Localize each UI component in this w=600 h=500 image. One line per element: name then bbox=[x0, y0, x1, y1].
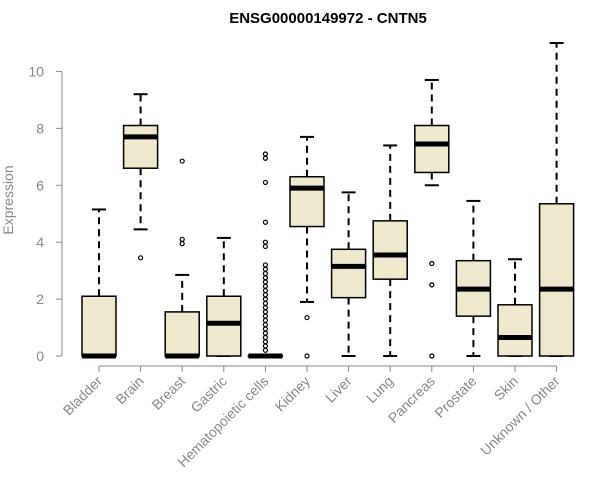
x-tick-label: Brain bbox=[112, 373, 146, 407]
outlier-point bbox=[262, 330, 268, 336]
outlier-point bbox=[262, 339, 268, 345]
box-group bbox=[372, 144, 408, 357]
box-series bbox=[81, 42, 575, 359]
x-tick-label: Kidney bbox=[272, 373, 314, 415]
outlier-point bbox=[262, 270, 268, 277]
y-tick-label: 0 bbox=[36, 348, 44, 364]
outlier-point bbox=[262, 219, 268, 225]
iqr-box bbox=[497, 304, 533, 357]
y-tick-label: 8 bbox=[36, 120, 44, 136]
box-group bbox=[330, 191, 367, 357]
outlier-point bbox=[138, 255, 144, 261]
outlier-point bbox=[304, 314, 310, 321]
iqr-box bbox=[414, 124, 450, 174]
outlier-point bbox=[262, 300, 268, 306]
outlier-point bbox=[262, 243, 268, 250]
outlier-point bbox=[262, 155, 268, 161]
box-group bbox=[455, 199, 492, 357]
outlier-point bbox=[262, 313, 268, 319]
box-group bbox=[289, 135, 325, 359]
iqr-box bbox=[81, 295, 117, 357]
iqr-box bbox=[289, 175, 325, 228]
outlier-point bbox=[179, 236, 185, 242]
box-group bbox=[538, 42, 575, 357]
outlier-point bbox=[262, 292, 268, 298]
iqr-box bbox=[330, 248, 367, 299]
outlier-point bbox=[262, 317, 268, 324]
box-group bbox=[414, 78, 450, 359]
y-tick-label: 4 bbox=[36, 234, 44, 250]
box-group bbox=[122, 93, 159, 261]
y-tick-label: 6 bbox=[36, 177, 44, 193]
x-tick-label: Liver bbox=[322, 373, 355, 406]
outlier-point bbox=[262, 309, 268, 315]
outlier-point bbox=[262, 296, 268, 302]
box-group bbox=[497, 258, 533, 357]
outlier-point bbox=[304, 353, 310, 359]
x-tick-label: Lung bbox=[363, 373, 396, 406]
y-tick-label: 2 bbox=[36, 291, 44, 307]
outlier-point bbox=[262, 262, 268, 268]
outlier-point bbox=[179, 158, 185, 164]
outlier-point bbox=[262, 283, 268, 289]
outlier-point bbox=[429, 353, 435, 359]
outlier-point bbox=[179, 241, 185, 247]
iqr-box bbox=[122, 124, 159, 169]
box-group bbox=[81, 208, 117, 359]
outlier-point bbox=[429, 260, 435, 267]
outlier-point bbox=[262, 179, 268, 186]
iqr-box bbox=[164, 311, 200, 357]
box-group bbox=[164, 158, 200, 359]
outlier-point bbox=[262, 334, 268, 341]
outlier-point bbox=[262, 275, 268, 281]
y-axis-label: Expression bbox=[0, 165, 16, 234]
outlier-point bbox=[429, 282, 435, 288]
x-tick-label: Unknown / Other bbox=[477, 373, 563, 459]
y-tick-label: 10 bbox=[28, 63, 44, 79]
outlier-point bbox=[262, 305, 268, 311]
outlier-point bbox=[262, 343, 268, 349]
x-tick-label: Skin bbox=[491, 373, 522, 404]
outlier-point bbox=[262, 287, 268, 294]
outlier-point bbox=[262, 347, 268, 353]
outlier-point bbox=[262, 279, 268, 285]
outlier-point bbox=[262, 151, 268, 157]
x-tick-label: Prostate bbox=[431, 373, 479, 421]
outlier-point bbox=[262, 326, 268, 332]
outlier-point bbox=[262, 239, 268, 245]
outlier-point bbox=[262, 322, 268, 328]
chart-title: ENSG00000149972 - CNTN5 bbox=[229, 10, 427, 27]
x-tick-label: Breast bbox=[148, 373, 188, 413]
iqr-box bbox=[372, 220, 408, 280]
iqr-box bbox=[206, 295, 242, 357]
box-group bbox=[247, 151, 284, 359]
box-group bbox=[206, 236, 242, 357]
x-tick-label: Bladder bbox=[60, 373, 106, 419]
iqr-box bbox=[538, 203, 575, 357]
y-axis: 0 2 4 6 8 10 bbox=[28, 63, 63, 364]
outlier-point bbox=[262, 266, 268, 272]
